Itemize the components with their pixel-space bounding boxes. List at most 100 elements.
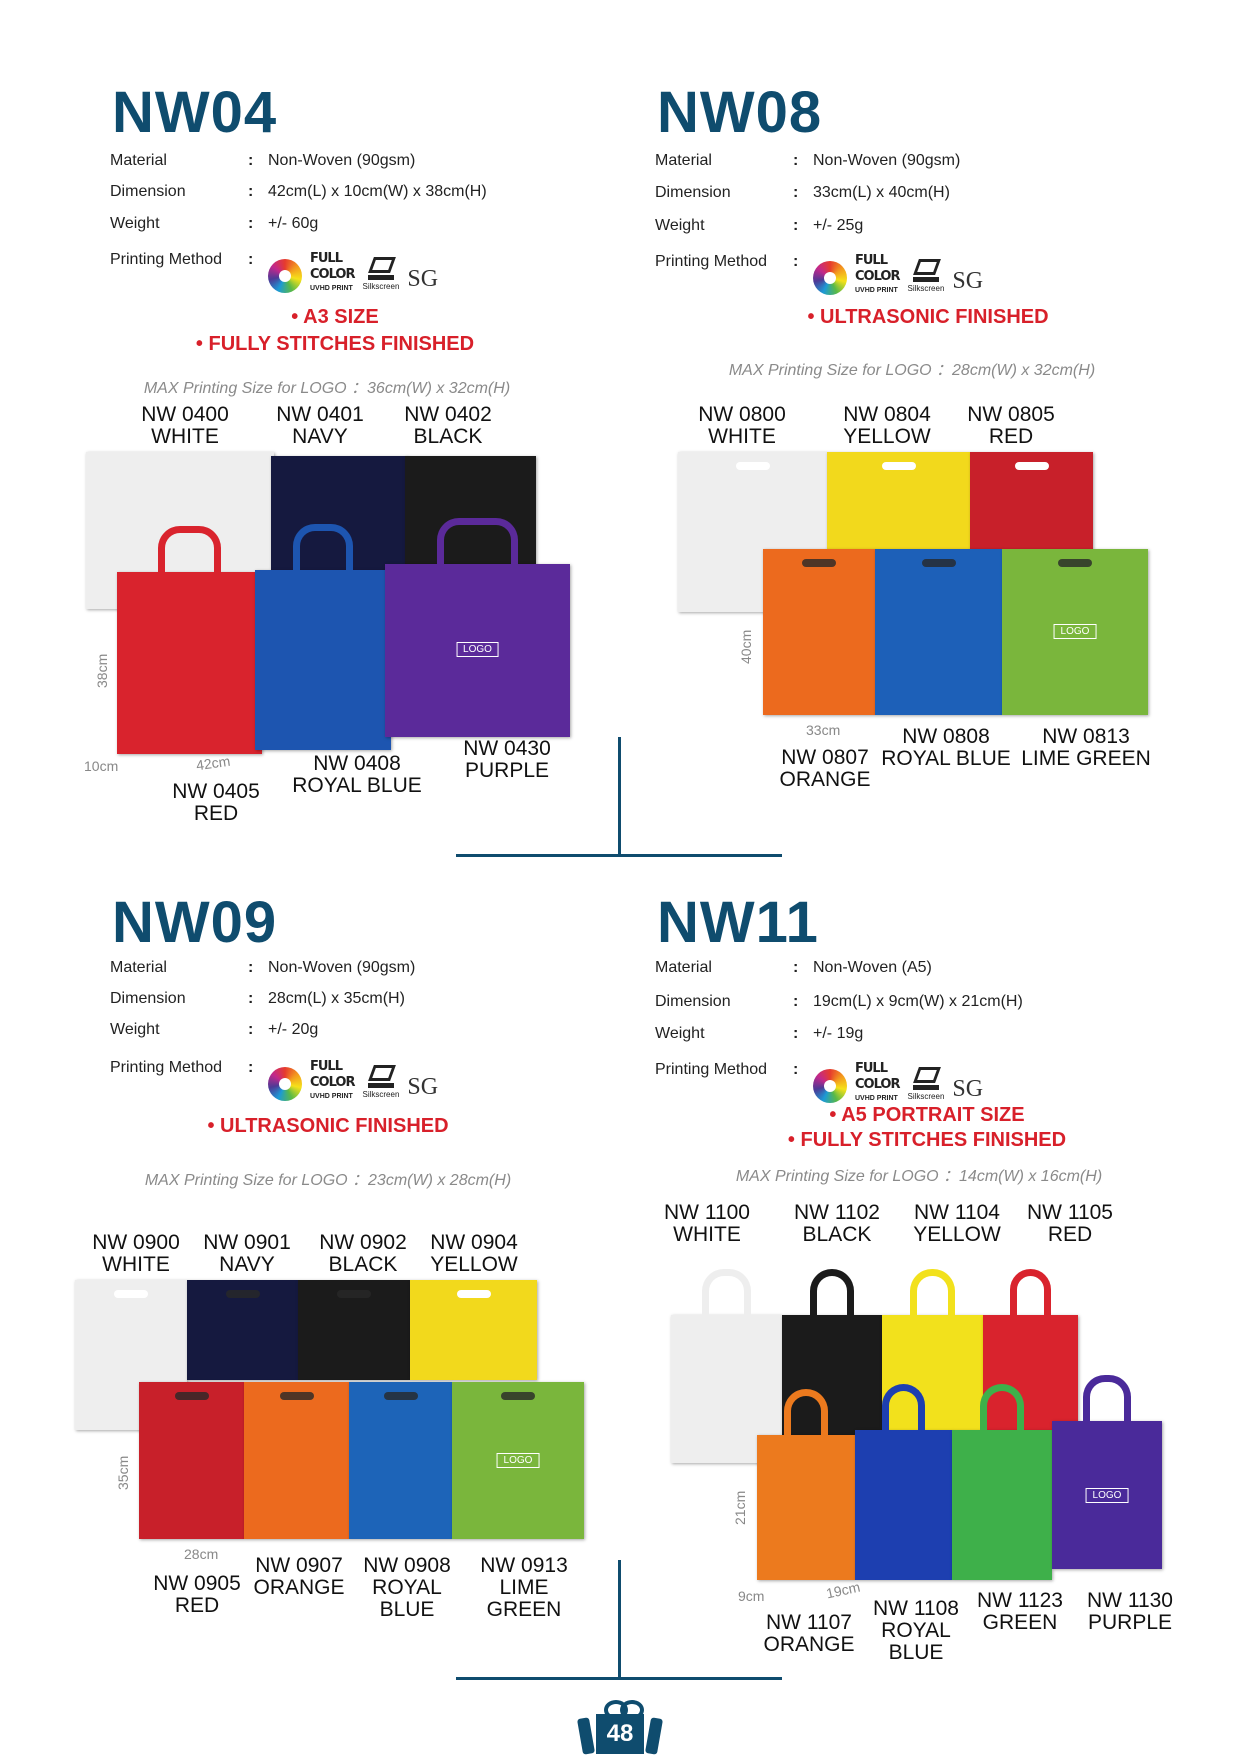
section-nw08: NW08 Material: Non-Woven (90gsm) Dimensio… [655, 84, 1215, 384]
colon: : [248, 183, 254, 200]
silkscreen-icon [912, 1067, 939, 1091]
variant-color: WHITE [708, 425, 776, 448]
variant-code: NW 0430 [463, 737, 551, 760]
colon: : [793, 152, 799, 169]
variant-color: WHITE [151, 425, 219, 448]
variant-code: NW 1105 [1027, 1201, 1113, 1224]
color-text: COLOR [310, 267, 355, 283]
bag-handle [293, 524, 353, 572]
variant-color: ROYAL BLUE [292, 774, 422, 797]
variant-color: WHITE [673, 1223, 741, 1246]
silkscreen-label: Silkscreen [907, 284, 945, 294]
feature-note: ULTRASONIC FINISHED [207, 1115, 449, 1138]
spec-value: +/- 60g [268, 215, 319, 232]
spec-label: Weight [110, 1021, 160, 1038]
dimension-length: 33cm [806, 722, 841, 738]
variant-code: NW 0807 [781, 746, 869, 769]
variant-label: NW 1105 RED [1027, 1202, 1113, 1246]
bag-lime-green: LOGO [1002, 549, 1148, 715]
bag-lime-green: LOGO [452, 1382, 584, 1539]
full-text: FULL [855, 253, 888, 268]
spec-dimension: Dimension:19cm(L) x 9cm(W) x 21cm(H) [655, 993, 1215, 1017]
variant-color: NAVY [292, 425, 348, 448]
handle-hole [383, 1392, 418, 1400]
variant-label: NW 0804 YELLOW [843, 404, 931, 448]
spec-label: Printing Method [655, 1061, 768, 1078]
full-text: FULL [310, 251, 343, 266]
variant-code: NW 0405 [172, 780, 260, 803]
variant-code: NW 0904 [430, 1231, 518, 1254]
variant-code: NW 0813 [1042, 725, 1130, 748]
handle-hole [802, 559, 836, 567]
bag-red [139, 1382, 244, 1539]
variant-label: NW 0402 BLACK [404, 404, 492, 448]
colon: : [793, 1061, 799, 1078]
uvhd-text: UVHD PRINT [310, 1092, 353, 1100]
sg-logo: SG [407, 266, 439, 293]
bag-royal-blue [255, 524, 391, 750]
feature-note: ULTRASONIC FINISHED [807, 306, 1049, 329]
spec-label: Weight [655, 1025, 705, 1042]
spec-printing-method: Printing Method: FULL COLOR UVHD PRINT Silks… [110, 1059, 670, 1101]
dimension-height: 35cm [115, 1455, 131, 1490]
variant-code: NW 0400 [141, 403, 229, 426]
handle-hole [501, 1392, 535, 1400]
logo-placeholder: LOGO [1085, 1487, 1129, 1503]
spec-weight: Weight: +/- 25g [655, 217, 1215, 241]
divider-horizontal [456, 854, 782, 857]
bag-orange [757, 1389, 855, 1580]
page-number-badge: 48 [576, 1700, 664, 1755]
silkscreen-label: Silkscreen [362, 1090, 400, 1100]
spec-label: Dimension [655, 184, 731, 201]
logo-placeholder: LOGO [496, 1452, 540, 1468]
spec-label: Dimension [655, 993, 731, 1010]
silkscreen: Silkscreen [907, 259, 944, 294]
bag-handle [702, 1269, 751, 1317]
variant-color: ORANGE [779, 768, 871, 791]
spec-weight: Weight: +/- 19g [655, 1025, 1215, 1049]
variant-color: NAVY [219, 1253, 275, 1276]
spec-value: Non-Woven (90gsm) [268, 152, 416, 169]
spec-weight: Weight: +/- 60g [110, 215, 670, 239]
silkscreen: Silkscreen [362, 257, 399, 292]
variant-code: NW 0808 [902, 725, 990, 748]
handle-hole [1014, 462, 1049, 470]
bag-red [983, 1269, 1078, 1435]
variant-color: LIME GREEN [1021, 747, 1151, 770]
colon: : [793, 993, 799, 1010]
section-nw11: NW11 Material: Non-Woven (A5) Dimension:1… [655, 894, 1215, 1194]
bag-purple: LOGO [385, 518, 570, 737]
colon: : [248, 959, 254, 976]
bag-handle [436, 518, 519, 566]
uvhd-text: UVHD PRINT [855, 1094, 898, 1102]
handle-hole [225, 1290, 260, 1298]
spec-label: Dimension [110, 990, 186, 1007]
variant-label: NW 0408 ROYAL BLUE [292, 753, 422, 797]
spec-material: Material: Non-Woven (90gsm) [110, 959, 670, 983]
variant-label: NW 1100 WHITE [664, 1202, 750, 1246]
variant-code: NW 0902 [319, 1231, 407, 1254]
variant-color: WHITE [102, 1253, 170, 1276]
colon: : [248, 215, 254, 232]
variant-code: NW 1102 [794, 1201, 880, 1224]
variant-label: NW 0807 ORANGE [779, 747, 870, 791]
variant-label: NW 1123 GREEN [977, 1590, 1063, 1634]
bag-handle [1009, 1269, 1052, 1317]
product-title: NW04 [112, 80, 278, 145]
variant-code: NW 1100 [664, 1201, 750, 1224]
variant-color: RED [193, 802, 239, 825]
bag-red [970, 452, 1093, 550]
colon: : [793, 184, 799, 201]
uvhd-text: UVHD PRINT [855, 286, 898, 294]
max-print-size: MAX Printing Size for LOGO ：23cm(W) x 28… [144, 1172, 512, 1189]
hand-icon [576, 1717, 596, 1755]
handle-hole [456, 1290, 491, 1298]
full-color-icon [268, 1066, 302, 1101]
divider-vertical [618, 737, 621, 857]
variant-color: RED [988, 425, 1034, 448]
spec-material: Material: Non-Woven (90gsm) [655, 152, 1215, 176]
bag-handle [882, 1384, 925, 1432]
max-print-size: MAX Printing Size for LOGO ：14cm(W) x 16… [735, 1168, 1103, 1185]
variant-label: NW 0905 RED [153, 1573, 241, 1617]
full-color-label: FULL COLOR UVHD PRINT [855, 253, 900, 295]
